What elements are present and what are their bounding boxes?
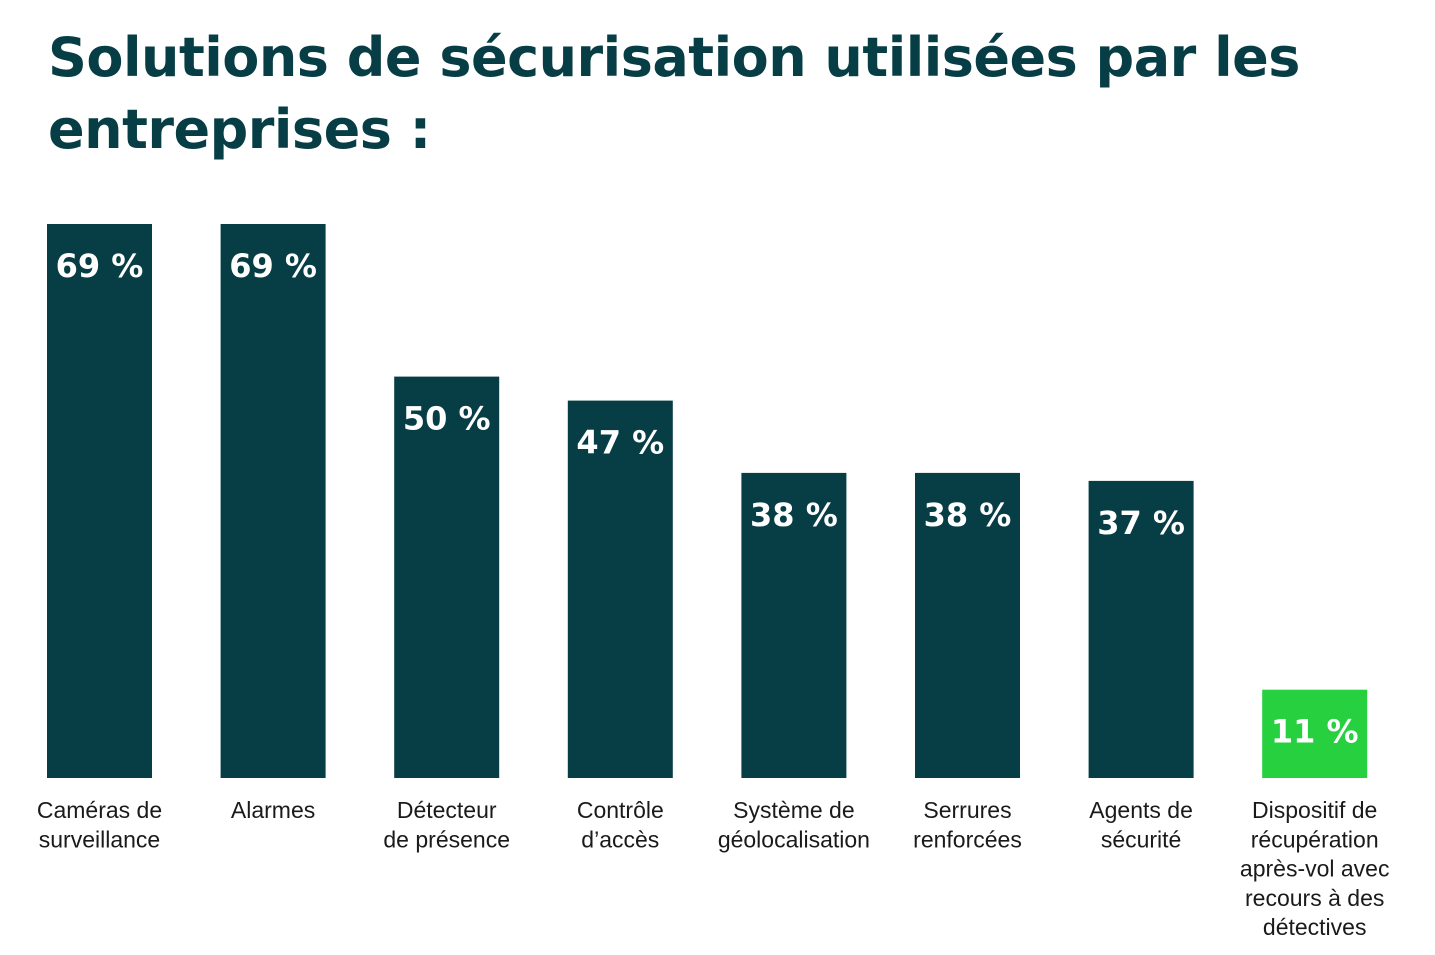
bar-value-label: 69 % — [56, 247, 144, 285]
bar-4 — [567, 400, 673, 778]
category-label-line: Agents de — [1089, 797, 1193, 823]
category-label: Alarmes — [231, 797, 315, 823]
bar-value-label: 50 % — [403, 400, 491, 438]
category-label: Serrures renforcées — [913, 797, 1022, 852]
bar-1 — [47, 224, 152, 778]
bar-8 — [1262, 689, 1368, 778]
bar-5 — [741, 472, 847, 778]
category-label-line: recours à des — [1245, 885, 1384, 911]
bar-2 — [220, 224, 326, 778]
category-label-line: renforcées — [913, 826, 1022, 852]
category-label-line: Système de — [733, 797, 854, 823]
category-label-line: d’accès — [581, 826, 659, 852]
category-label-line: après-vol avec — [1240, 856, 1390, 882]
chart-title: Solutions de sécurisation utilisées par … — [48, 26, 1300, 161]
bar-value-label: 37 % — [1097, 504, 1185, 542]
bar-value-label: 38 % — [750, 496, 838, 534]
bar-value-label: 38 % — [924, 496, 1012, 534]
bar-3 — [394, 376, 500, 778]
value-labels-group: 69 % 69 % 50 % 47 % 38 % 38 % 37 % 11 % — [56, 247, 1359, 751]
category-label-line: Détecteur — [397, 797, 497, 823]
category-label: Système de géolocalisation — [718, 797, 870, 852]
category-labels-group: Caméras de surveillance Alarmes Détecteur de… — [37, 797, 1390, 940]
bars-group — [47, 224, 1368, 778]
category-label-line: sécurité — [1101, 826, 1182, 852]
category-label-line: détectives — [1263, 914, 1367, 940]
category-label-line: Alarmes — [231, 797, 315, 823]
category-label: Caméras de surveillance — [37, 797, 162, 852]
category-label-line: Serrures — [923, 797, 1011, 823]
category-label-line: Contrôle — [577, 797, 664, 823]
category-label-line: surveillance — [39, 826, 160, 852]
category-label: Contrôle d’accès — [577, 797, 664, 852]
category-label-line: Caméras de — [37, 797, 162, 823]
category-label-line: géolocalisation — [718, 826, 870, 852]
bar-6 — [915, 472, 1020, 778]
bar-7 — [1088, 480, 1194, 778]
bar-value-label: 69 % — [229, 247, 317, 285]
bar-value-label: 11 % — [1271, 713, 1359, 751]
category-label-line: récupération — [1251, 826, 1379, 852]
category-label-line: Dispositif de — [1252, 797, 1377, 823]
category-label-line: de présence — [383, 826, 510, 852]
category-label: Détecteur de présence — [383, 797, 510, 852]
category-label: Dispositif de récupération après-vol avec r… — [1240, 797, 1390, 940]
category-label: Agents de sécurité — [1089, 797, 1193, 852]
bar-value-label: 47 % — [576, 424, 664, 462]
